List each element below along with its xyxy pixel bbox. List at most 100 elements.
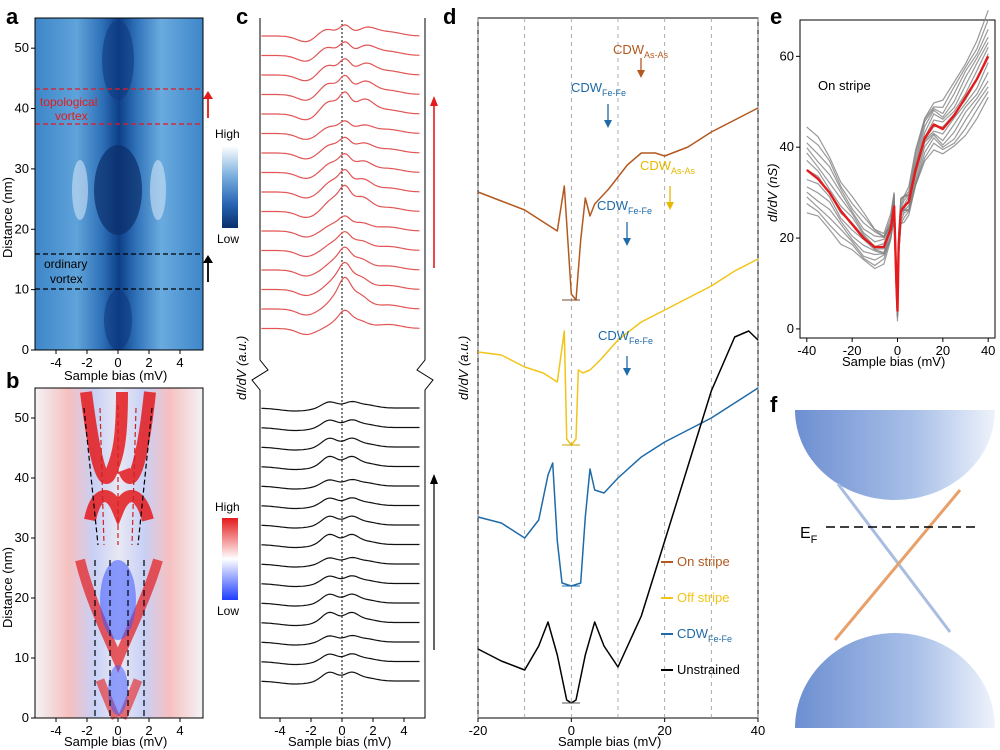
legend-label: On stripe [677,554,730,569]
legend-label: CDWFe-Fe [677,626,732,644]
panel-d-cdw-fefe-low: CDWFe-Fe [598,328,653,346]
xtick-label: -20 [843,343,862,358]
panel-b-colorbar-low: Low [217,604,239,618]
panel-b-colorbar-high: High [215,500,240,514]
xtick-label: -40 [797,343,816,358]
legend-label-main: CDW [677,626,709,641]
panel-f-valence-band [795,633,995,728]
legend-label: Unstrained [677,662,740,677]
ytick-label: 30 [15,530,29,545]
ytick-label: 50 [15,410,29,425]
panel-d-cdw-asas-top: CDWAs-As [613,42,669,60]
panel-c-curve [261,575,420,588]
panel-c-curve [261,497,420,510]
panel-c-red-curves [261,24,420,336]
panel-d-grid [477,18,759,718]
panel-b-dash [131,407,137,546]
panel-a-ordinary-label2: vortex [50,272,83,286]
panel-a-bright-blob [72,160,88,220]
panel-a-topo-label2: vortex [55,109,88,123]
panel-a-red-arrowhead [203,91,213,99]
panel-d-ylabel: dI/dV (a.u.) [456,336,471,400]
panel-c-curve [261,246,420,277]
ytick-label: 20 [15,590,29,605]
panel-f-conduction-band [795,410,995,500]
ytick-label: 10 [15,282,29,297]
panel-d-cdw-fefe-low-sub: Fe-Fe [629,336,653,346]
panel-f-orange-dispersion [833,489,962,641]
panel-c-letter: c [236,4,248,29]
panel-a-dark-blob [102,20,134,100]
panel-f-blue-dispersion [836,483,952,633]
panel-b-red-stripe [75,558,163,673]
panel-a-xlabel: Sample bias (mV) [64,368,167,383]
xtick-label: -2 [81,355,93,370]
panel-d-legend: On stripe Off stripe CDWFe-Fe Unstrained [661,554,740,677]
panel-c-curve [261,309,420,336]
xtick-label: 0 [114,723,121,738]
panel-f-ef-main: E [800,525,811,542]
ytick-label: 20 [15,221,29,236]
panel-a-colorbar-high: High [215,127,240,141]
panel-d-arrowhead [623,238,631,246]
ytick-label: 40 [15,101,29,116]
panel-a-letter: a [6,4,19,29]
panel-c-red-arrowhead [430,96,438,106]
panel-c-curve [261,168,420,199]
panel-f-ef-label: EF [800,525,818,546]
panel-c-curve [261,41,420,62]
panel-d-cdw-fefe-top-main: CDW [571,80,603,95]
panel-b-yticks: 0 10 20 30 40 50 [15,410,35,725]
ytick-label: 20 [780,230,794,245]
xtick-label: 0 [114,355,121,370]
panel-d-cdw-fefe-top-sub: Fe-Fe [602,88,626,98]
panel-d: d CDWAs-As CDWFe-Fe CDWAs-As CDWFe-Fe CD… [443,4,765,749]
panel-c-xlabel: Sample bias (mV) [288,734,391,749]
panel-d-letter: d [443,4,456,29]
panel-c-curve [261,634,420,646]
panel-c-curve [261,556,420,568]
panel-b-xticks: -4 -2 0 2 4 [50,718,184,738]
panel-c-black-arrowhead [430,474,438,484]
panel-a-dark-blob [94,145,142,235]
panel-c-curve [261,437,420,451]
xtick-label: 2 [145,355,152,370]
xtick-label: 4 [176,355,183,370]
xtick-label: -4 [50,355,62,370]
xtick-label: -2 [305,723,317,738]
panel-f-ef-sub: F [811,534,818,546]
panel-d-arrowhead [666,202,674,210]
panel-b: b High Low 0 10 20 30 40 50 -4 -2 0 2 4 Sample bi… [0,368,240,749]
panel-c-xticks: -4 -2 0 2 4 [274,718,408,738]
panel-d-series-line [477,387,759,587]
panel-c-curve [261,230,420,258]
xtick-label: -4 [50,723,62,738]
panel-d-xticks: -20 0 20 40 [469,718,765,738]
panel-c-curve [261,611,420,627]
panel-c-curve [261,515,420,529]
panel-d-cdw-fefe-mid-main: CDW [597,198,629,213]
panel-a-colorbar-low: Low [217,232,239,246]
xtick-label: 2 [369,723,376,738]
panel-b-red-stripe [80,391,128,484]
panel-e-yticks: 0 20 40 60 [780,48,800,336]
panel-f-letter: f [770,392,778,417]
ytick-label: 40 [15,470,29,485]
panel-d-cdw-fefe-top: CDWFe-Fe [571,80,626,98]
xtick-label: 4 [176,723,183,738]
panel-a-yticks: 0 10 20 30 40 50 [15,40,35,357]
panel-c-curve [261,91,420,121]
xtick-label: 20 [936,343,950,358]
ytick-label: 10 [15,650,29,665]
legend-label-main: On stripe [677,554,730,569]
panel-a-topo-label: topological [40,95,97,109]
panel-d-cdw-fefe-mid: CDWFe-Fe [597,198,652,216]
panel-c-black-curves [261,400,420,685]
panel-e-xlabel: Sample bias (mV) [842,354,945,369]
panel-e-average-line [806,55,990,312]
ytick-label: 30 [15,161,29,176]
panel-a-colorbar [222,146,238,228]
panel-d-curves [477,107,759,704]
panel-b-dash [137,407,153,546]
